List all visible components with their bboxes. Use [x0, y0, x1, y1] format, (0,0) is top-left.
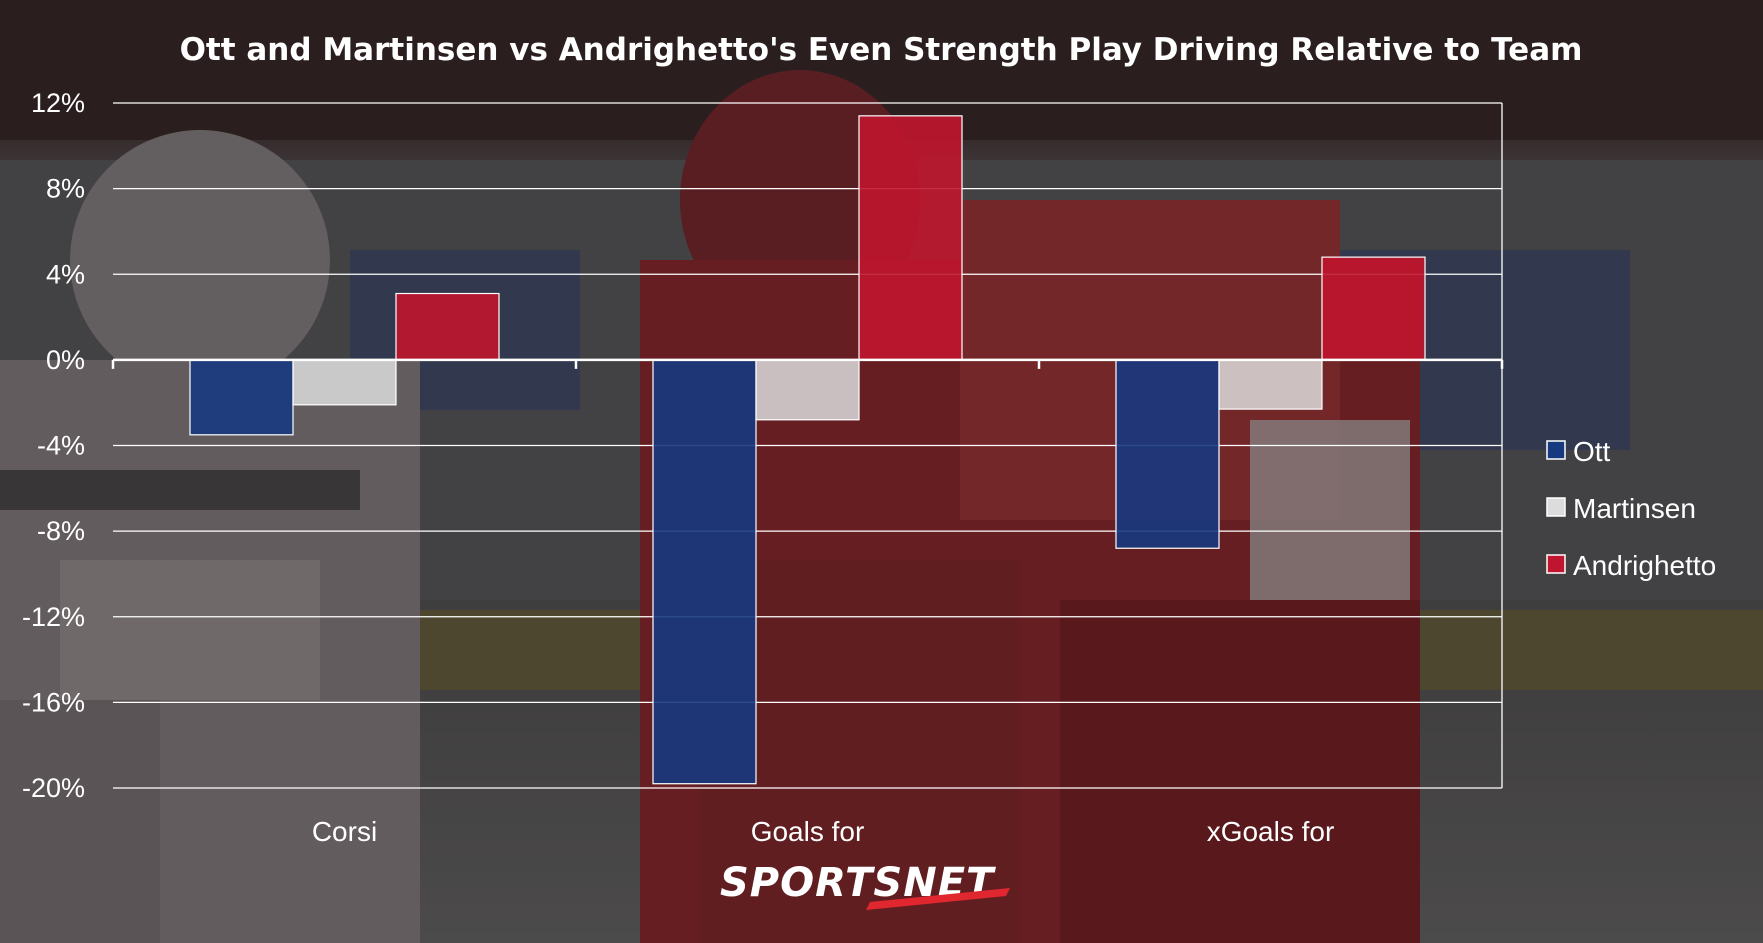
legend-swatch-ott — [1546, 440, 1566, 460]
y-tick-label: -4% — [37, 431, 85, 461]
sportsnet-logo: SPORTSNET — [720, 860, 1010, 910]
legend-label-ott: Ott — [1573, 436, 1611, 467]
bars — [189, 115, 1426, 785]
gridlines — [113, 102, 1503, 789]
y-tick-label: -8% — [37, 516, 85, 546]
bar-ott-xgoals-for — [1115, 359, 1220, 549]
y-axis-ticks: 12% 8% 4% 0% -4% -8% -12% -16% -20% — [22, 88, 85, 803]
bar-martinsen-xgoals-for — [1218, 359, 1323, 410]
logo-swoosh — [866, 888, 1010, 910]
y-tick-label: -16% — [22, 687, 85, 717]
legend: Ott Martinsen Andrighetto — [1546, 436, 1716, 581]
y-tick-label: 12% — [31, 88, 85, 118]
y-tick-label: 8% — [46, 174, 85, 204]
x-category-label: Goals for — [751, 816, 865, 847]
y-tick-label: 4% — [46, 259, 85, 289]
bar-andrighetto-corsi — [395, 292, 500, 361]
legend-swatch-martinsen — [1546, 497, 1566, 517]
bar-martinsen-corsi — [292, 359, 397, 406]
legend-swatch-andrighetto — [1546, 554, 1566, 574]
y-tick-label: -12% — [22, 602, 85, 632]
bar-andrighetto-xgoals-for — [1321, 256, 1426, 361]
x-axis-categories: Corsi Goals for xGoals for — [312, 816, 1334, 847]
bar-ott-corsi — [189, 359, 294, 436]
y-tick-label: -20% — [22, 773, 85, 803]
zero-axis — [111, 358, 1504, 369]
chart-title: Ott and Martinsen vs Andrighetto's Even … — [180, 32, 1583, 68]
legend-label-martinsen: Martinsen — [1573, 493, 1696, 524]
bar-andrighetto-goals-for — [858, 115, 963, 361]
y-tick-label: 0% — [46, 345, 85, 375]
x-category-label: Corsi — [312, 816, 377, 847]
bar-ott-goals-for — [652, 359, 757, 785]
legend-label-andrighetto: Andrighetto — [1573, 550, 1716, 581]
bar-martinsen-goals-for — [755, 359, 860, 421]
x-category-label: xGoals for — [1207, 816, 1335, 847]
